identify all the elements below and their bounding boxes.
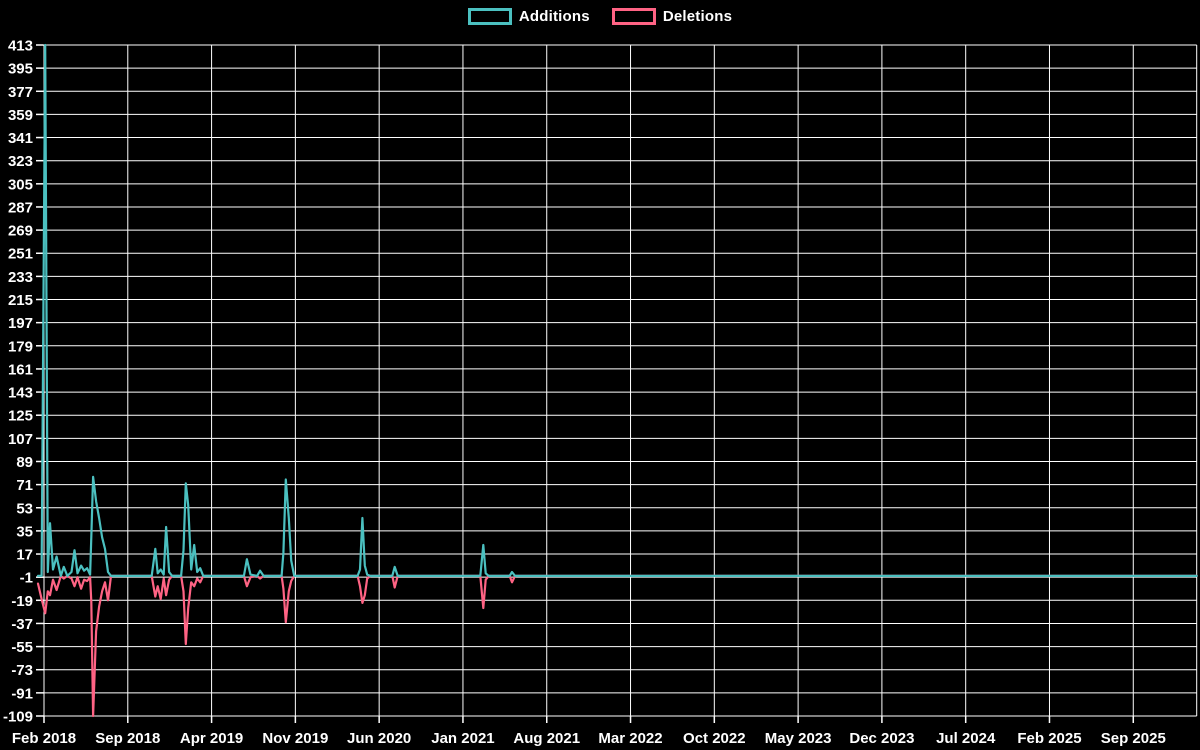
deletions-legend-label: Deletions <box>662 8 733 25</box>
y-tick-label: 71 <box>16 477 33 494</box>
y-tick-label: -73 <box>11 662 33 679</box>
y-tick-label: 35 <box>16 523 33 540</box>
x-tick-label: Jul 2024 <box>936 730 996 747</box>
x-tick-label: Mar 2022 <box>598 730 662 747</box>
y-tick-label: 287 <box>8 199 33 216</box>
x-tick-label: Oct 2022 <box>683 730 746 747</box>
y-tick-label: 341 <box>8 130 33 147</box>
legend-item-additions[interactable]: Additions <box>467 8 590 25</box>
x-tick-label: Jan 2021 <box>431 730 494 747</box>
y-tick-label: 377 <box>8 84 33 101</box>
deletions-swatch <box>611 8 656 25</box>
y-tick-label: -37 <box>11 616 33 633</box>
y-tick-label: -55 <box>11 639 33 656</box>
legend-item-deletions[interactable]: Deletions <box>611 8 733 25</box>
deletions-line <box>36 574 1198 718</box>
x-tick-label: May 2023 <box>765 730 832 747</box>
x-tick-label: Feb 2025 <box>1017 730 1081 747</box>
y-tick-label: 161 <box>8 361 33 378</box>
gridlines <box>43 44 1198 717</box>
y-tick-label: 251 <box>8 246 33 263</box>
y-tick-label: 395 <box>8 61 33 78</box>
additions-line <box>36 43 1198 577</box>
x-tick-label: Aug 2021 <box>513 730 580 747</box>
y-tick-label: -1 <box>20 570 33 587</box>
x-axis-labels: Feb 2018 Sep 2018 Apr 2019 Nov 2019 Jun 2020… <box>12 730 1166 747</box>
y-tick-label: -19 <box>11 593 33 610</box>
y-tick-label: 89 <box>16 454 33 471</box>
chart-legend: Additions Deletions <box>0 8 1200 25</box>
x-tick-label: Sep 2025 <box>1101 730 1166 747</box>
x-tick-label: Feb 2018 <box>12 730 76 747</box>
y-tick-label: -91 <box>11 685 33 702</box>
x-tick-label: Nov 2019 <box>262 730 328 747</box>
y-tick-label: 323 <box>8 153 33 170</box>
y-tick-label: 53 <box>16 500 33 517</box>
y-tick-label: 269 <box>8 223 33 240</box>
y-tick-label: 125 <box>8 408 33 425</box>
x-tick-label: Apr 2019 <box>180 730 243 747</box>
y-tick-label: 305 <box>8 176 33 193</box>
y-tick-label: 143 <box>8 385 33 402</box>
y-tick-label: 107 <box>8 431 33 448</box>
y-tick-label: 17 <box>16 547 33 564</box>
y-tick-label: 359 <box>8 107 33 124</box>
x-tick-label: Sep 2018 <box>95 730 160 747</box>
x-tick-label: Jun 2020 <box>347 730 411 747</box>
y-tick-label: 233 <box>8 269 33 286</box>
y-tick-label: 179 <box>8 338 33 355</box>
y-tick-label: -109 <box>3 709 33 726</box>
additions-legend-label: Additions <box>518 8 590 25</box>
axis-tick-marks <box>36 44 1135 723</box>
x-tick-label: Dec 2023 <box>849 730 914 747</box>
y-tick-label: 413 <box>8 38 33 55</box>
additions-swatch <box>467 8 512 25</box>
y-axis-labels: 413 395 377 359 341 323 305 287 269 251 233 215 197 1… <box>3 38 33 726</box>
y-tick-label: 197 <box>8 315 33 332</box>
y-tick-label: 215 <box>8 292 33 309</box>
